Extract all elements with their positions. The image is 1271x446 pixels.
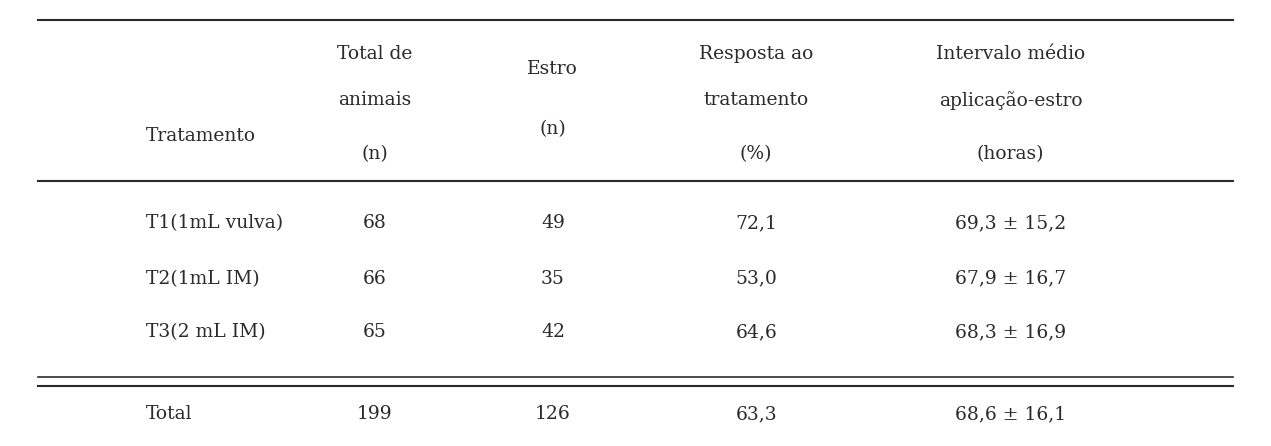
Text: 126: 126 — [535, 405, 571, 423]
Text: animais: animais — [338, 91, 412, 109]
Text: Tratamento: Tratamento — [146, 127, 257, 145]
Text: tratamento: tratamento — [704, 91, 808, 109]
Text: Resposta ao: Resposta ao — [699, 45, 813, 62]
Text: 68: 68 — [364, 214, 386, 232]
Text: T1(1mL vulva): T1(1mL vulva) — [146, 214, 283, 232]
Text: (n): (n) — [361, 145, 389, 163]
Text: Total: Total — [146, 405, 193, 423]
Text: 66: 66 — [364, 270, 386, 288]
Text: 63,3: 63,3 — [736, 405, 777, 423]
Text: 68,3 ± 16,9: 68,3 ± 16,9 — [955, 323, 1066, 341]
Text: (n): (n) — [539, 120, 567, 138]
Text: T3(2 mL IM): T3(2 mL IM) — [146, 323, 266, 341]
Text: 65: 65 — [364, 323, 386, 341]
Text: Estro: Estro — [527, 60, 578, 78]
Text: (horas): (horas) — [976, 145, 1045, 163]
Text: 68,6 ± 16,1: 68,6 ± 16,1 — [955, 405, 1066, 423]
Text: 42: 42 — [541, 323, 564, 341]
Text: T2(1mL IM): T2(1mL IM) — [146, 270, 259, 288]
Text: 199: 199 — [357, 405, 393, 423]
Text: 72,1: 72,1 — [736, 214, 777, 232]
Text: aplicação-estro: aplicação-estro — [938, 91, 1083, 110]
Text: 69,3 ± 15,2: 69,3 ± 15,2 — [955, 214, 1066, 232]
Text: 53,0: 53,0 — [736, 270, 777, 288]
Text: 67,9 ± 16,7: 67,9 ± 16,7 — [955, 270, 1066, 288]
Text: Total de: Total de — [337, 45, 413, 62]
Text: (%): (%) — [740, 145, 773, 163]
Text: 35: 35 — [541, 270, 564, 288]
Text: 49: 49 — [541, 214, 564, 232]
Text: Intervalo médio: Intervalo médio — [935, 45, 1085, 62]
Text: 64,6: 64,6 — [736, 323, 777, 341]
